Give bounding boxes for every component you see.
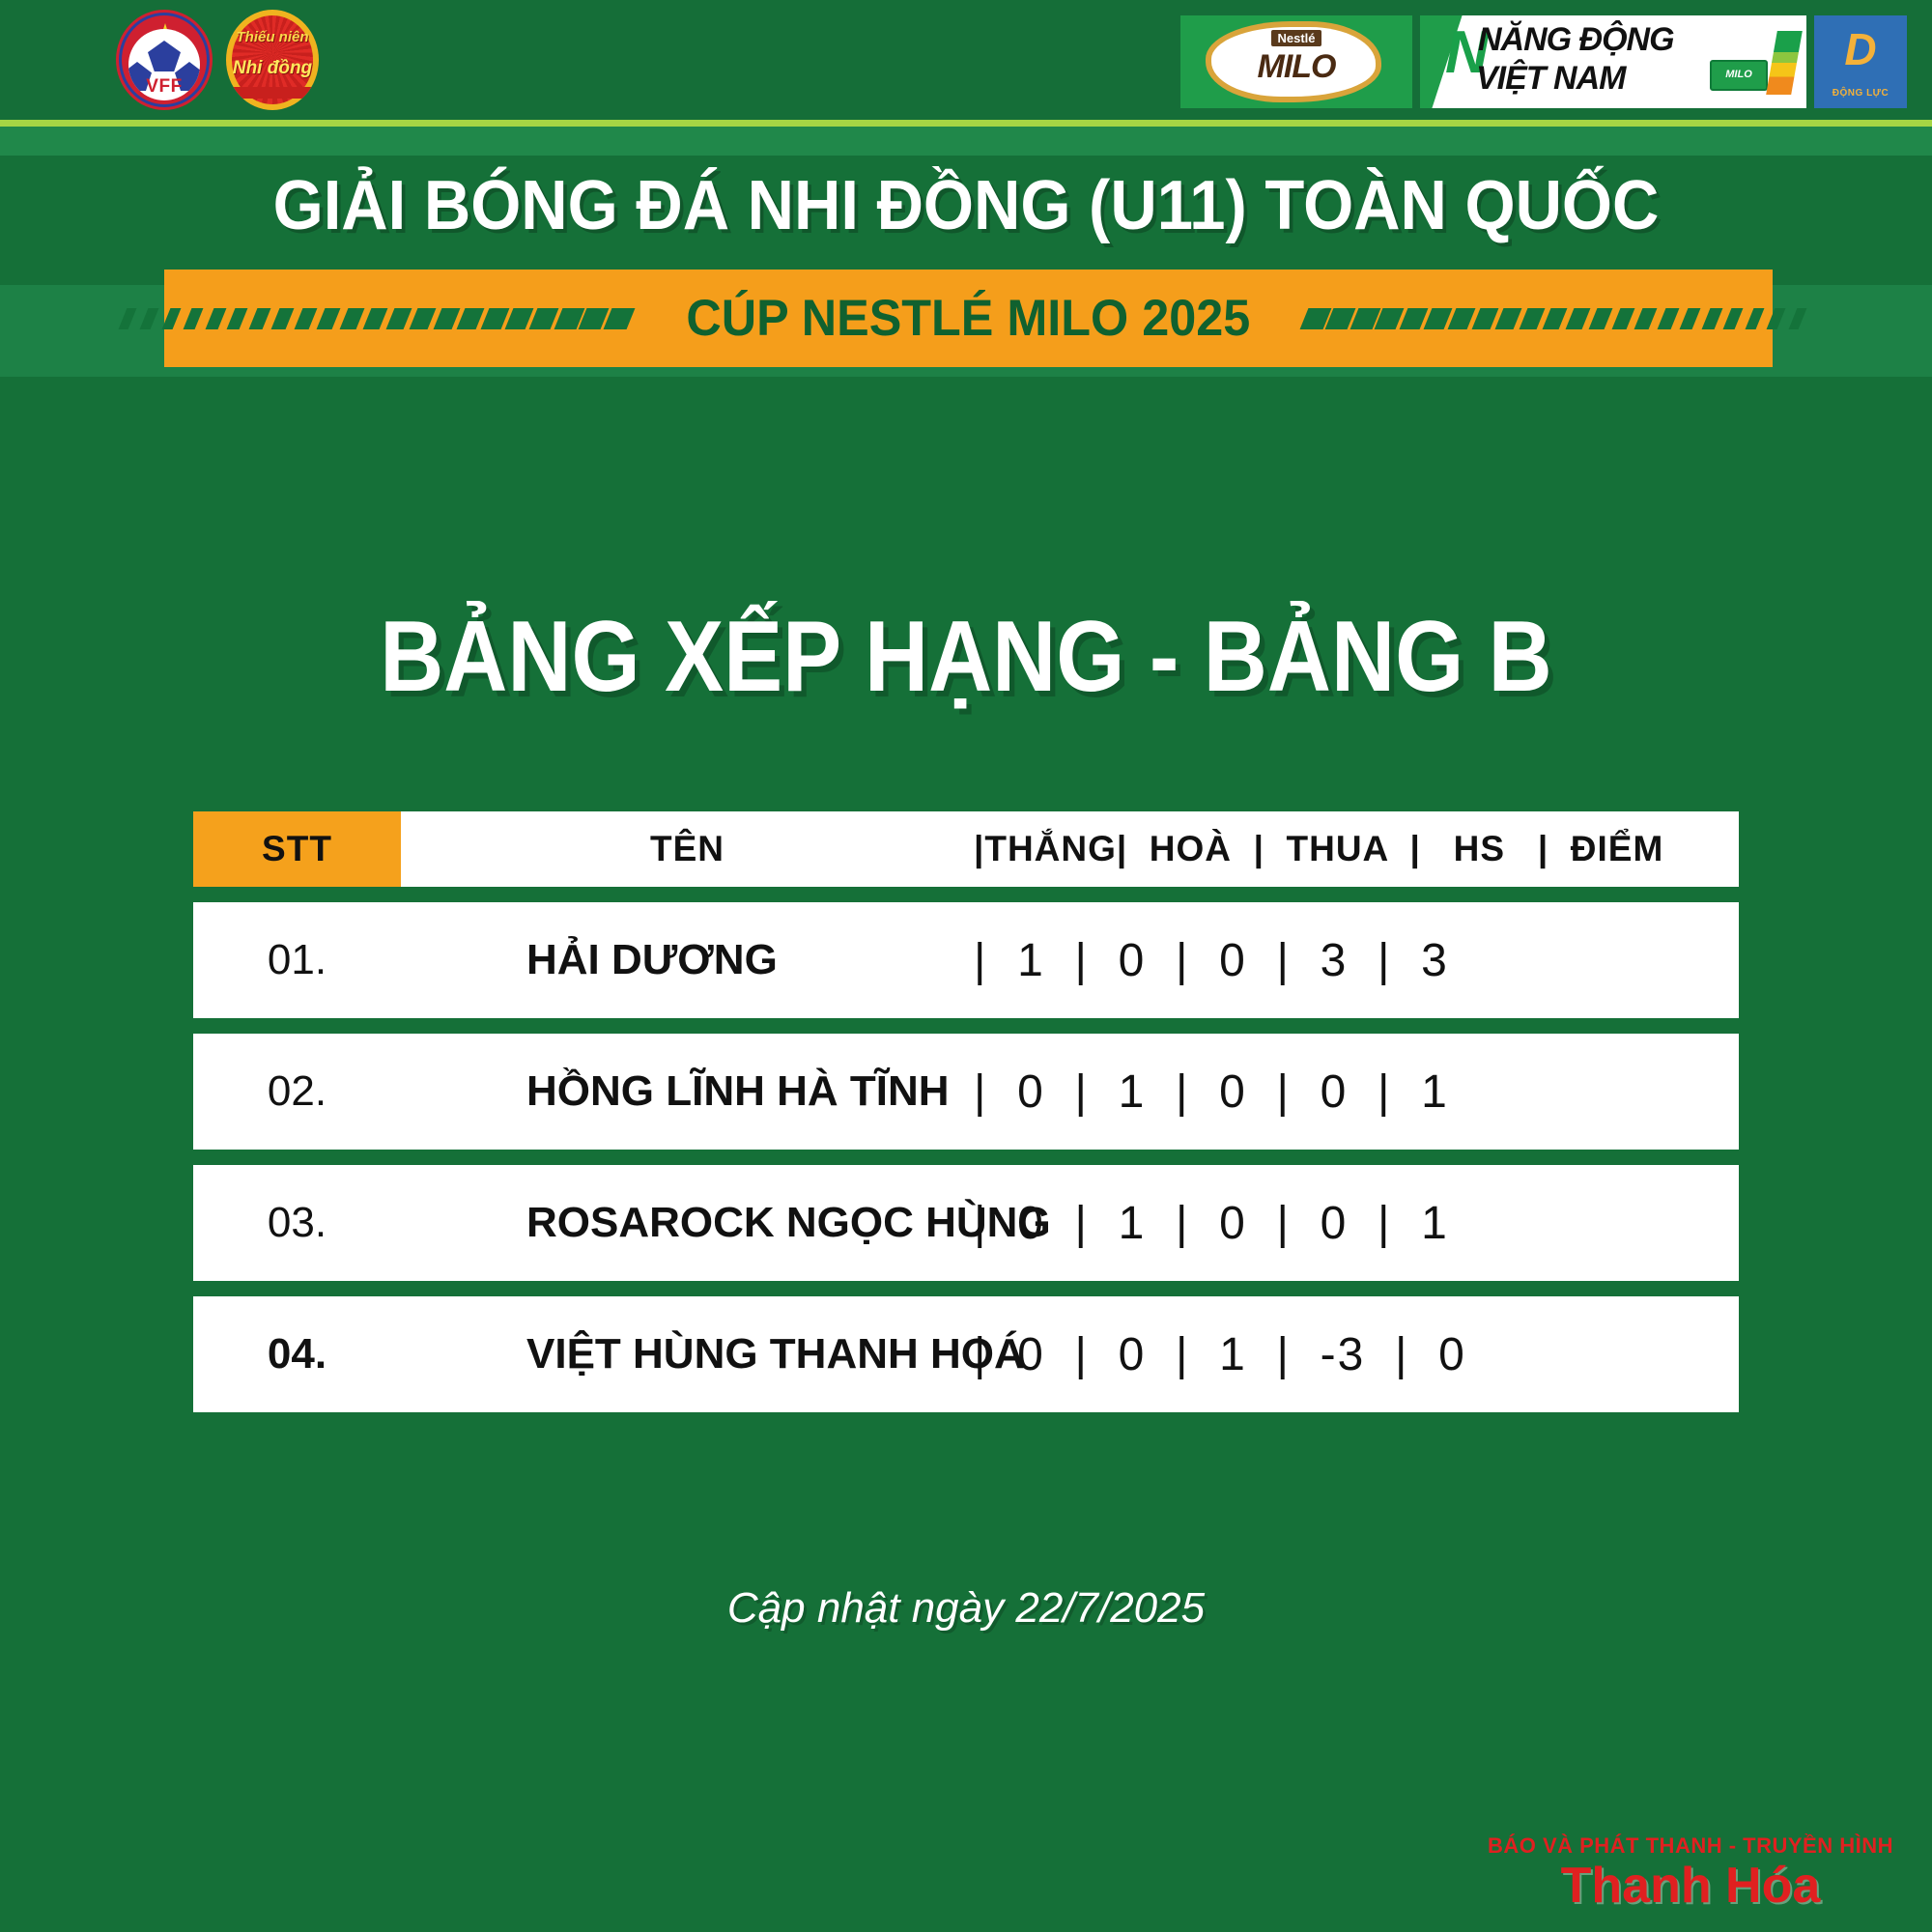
column-header-stt-label: STT: [262, 829, 332, 868]
nang-dong-viet-nam-logo-icon: N NĂNG ĐỘNG VIỆT NAM MILO: [1420, 15, 1806, 108]
column-header-stats-label: |THẮNG| HOÀ | THUA | HS | ĐIỂM: [974, 829, 1664, 868]
table-row: 03. ROSAROCK NGỌC HÙNG | 0 | 1 | 0 | 0 |…: [193, 1165, 1739, 1281]
column-header-name: TÊN: [401, 811, 974, 887]
milo-wordmark: MILO: [1257, 48, 1337, 85]
standings-table: STT TÊN |THẮNG| HOÀ | THUA | HS | ĐIỂM 0…: [193, 811, 1739, 1412]
updated-date: Cập nhật ngày 22/7/2025: [726, 1584, 1206, 1632]
dash-ornament-right: [1299, 307, 1814, 330]
table-row: 02. HỒNG LĨNH HÀ TĨNH | 0 | 1 | 0 | 0 | …: [193, 1034, 1739, 1150]
tnnd-line2: Nhi đồng: [232, 58, 313, 78]
vff-label: VFF: [146, 76, 183, 97]
table-row: 01. HẢI DƯƠNG | 1 | 0 | 0 | 3 | 3: [193, 902, 1739, 1018]
vff-football-icon: [128, 29, 200, 100]
ndvn-letter-n: N: [1445, 19, 1489, 86]
row-rank: 04.: [267, 1330, 327, 1378]
ndvn-milo-badge: MILO: [1710, 60, 1768, 91]
lime-divider-line: [0, 120, 1932, 127]
row-stats: | 0 | 1 | 0 | 0 | 1: [974, 1197, 1449, 1249]
table-header-row: STT TÊN |THẮNG| HOÀ | THUA | HS | ĐIỂM: [193, 811, 1739, 887]
header-band-upper: [0, 127, 1932, 156]
tournament-subtitle: CÚP NESTLÉ MILO 2025: [686, 290, 1251, 347]
column-header-stt: STT: [193, 811, 401, 887]
dongluc-label: ĐỘNG LỰC: [1832, 88, 1889, 99]
sponsor-logos: Nestlé MILO N NĂNG ĐỘNG VIỆT NAM MILO D …: [1180, 15, 1907, 108]
row-rank: 03.: [267, 1199, 327, 1246]
broadcaster-watermark: BÁO VÀ PHÁT THANH - TRUYỀN HÌNH Thanh Hó…: [1488, 1833, 1893, 1911]
subtitle-bar: CÚP NESTLÉ MILO 2025: [119, 270, 1806, 367]
row-team: ROSAROCK NGỌC HÙNG: [526, 1199, 1051, 1246]
ndvn-color-bars: [1766, 31, 1803, 95]
nestle-label: Nestlé: [1180, 30, 1412, 46]
page-title: BẢNG XẾP HẠNG - BẢNG B: [380, 601, 1552, 713]
watermark-line2: Thanh Hóa: [1560, 1858, 1821, 1914]
dongluc-monogram: D: [1844, 24, 1877, 74]
tournament-title: GIẢI BÓNG ĐÁ NHI ĐỒNG (U11) TOÀN QUỐC: [272, 167, 1660, 244]
row-stats: | 0 | 1 | 0 | 0 | 1: [974, 1065, 1449, 1118]
ball-panel: [148, 41, 181, 71]
watermark-line1: BÁO VÀ PHÁT THANH - TRUYỀN HÌNH: [1487, 1833, 1893, 1858]
row-team: HỒNG LĨNH HÀ TĨNH: [526, 1067, 950, 1115]
row-stats: | 0 | 0 | 1 | -3 | 0: [974, 1328, 1466, 1380]
organizer-logos: VFF Thiếu niên Nhi đồng: [116, 10, 319, 110]
dong-luc-logo-icon: D ĐỘNG LỰC: [1814, 15, 1907, 108]
nestle-text: Nestlé: [1271, 30, 1321, 46]
row-stats: | 1 | 0 | 0 | 3 | 3: [974, 934, 1449, 986]
vff-football-crest-icon: VFF: [116, 10, 213, 110]
dash-ornament-left: [119, 307, 636, 330]
thieu-nien-nhi-dong-logo-icon: Thiếu niên Nhi đồng: [226, 10, 319, 110]
tnnd-band: [226, 87, 319, 99]
row-rank: 02.: [267, 1067, 327, 1115]
row-team: VIỆT HÙNG THANH HOÁ: [526, 1330, 1025, 1378]
ndvn-line2: VIỆT NAM: [1476, 60, 1626, 97]
row-rank: 01.: [267, 936, 327, 983]
top-sponsor-bar: VFF Thiếu niên Nhi đồng Nestlé MILO N NĂ…: [0, 0, 1932, 124]
tnnd-line1: Thiếu niên: [236, 29, 309, 45]
ndvn-line1: NĂNG ĐỘNG: [1478, 21, 1675, 58]
column-header-stats: |THẮNG| HOÀ | THUA | HS | ĐIỂM: [974, 811, 1739, 887]
milo-logo-icon: Nestlé MILO: [1180, 15, 1412, 108]
column-header-name-label: TÊN: [650, 829, 724, 868]
row-team: HẢI DƯƠNG: [526, 936, 778, 983]
table-row: 04. VIỆT HÙNG THANH HOÁ | 0 | 0 | 1 | -3…: [193, 1296, 1739, 1412]
